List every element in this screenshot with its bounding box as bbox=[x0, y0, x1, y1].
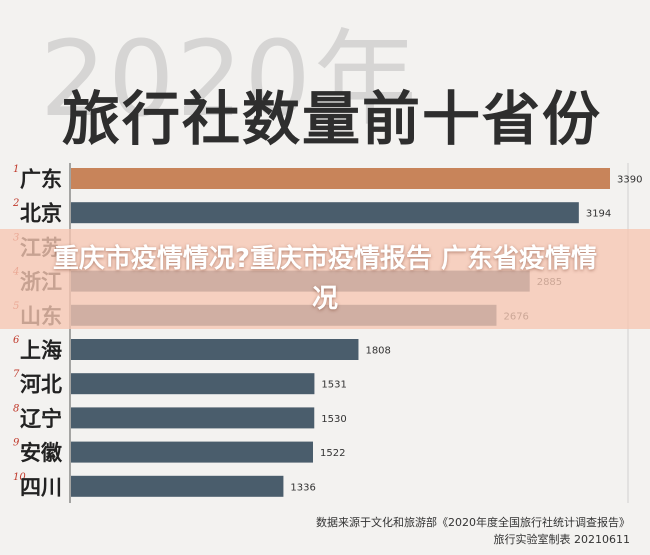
category-label: 辽宁 bbox=[20, 407, 62, 431]
headline-banner: 重庆市疫情情况?重庆市疫情报告 广东省疫情情况 bbox=[0, 229, 650, 329]
rank-number: 9 bbox=[13, 438, 20, 449]
bar-value-label: 1336 bbox=[290, 482, 315, 493]
rank-number: 7 bbox=[13, 369, 20, 380]
bar-value-label: 1522 bbox=[320, 448, 345, 459]
bar-value-label: 3390 bbox=[617, 175, 642, 186]
bar bbox=[71, 475, 284, 497]
year-watermark: 2020年 bbox=[40, 18, 419, 140]
bar bbox=[71, 373, 315, 395]
bar bbox=[71, 407, 315, 429]
bar bbox=[71, 202, 579, 224]
chart-title: 旅行社数量前十省份 bbox=[62, 85, 603, 153]
category-label: 广东 bbox=[20, 168, 62, 192]
rank-number: 10 bbox=[13, 472, 26, 483]
rank-number: 8 bbox=[13, 403, 19, 414]
category-label: 河北 bbox=[20, 373, 62, 397]
chart-credit: 旅行实验室制表 20210611 bbox=[493, 533, 630, 546]
rank-number: 2 bbox=[12, 198, 19, 209]
category-label: 四川 bbox=[20, 475, 62, 499]
category-label: 上海 bbox=[20, 339, 62, 363]
bar bbox=[71, 339, 359, 360]
bar-value-label: 1531 bbox=[321, 380, 346, 391]
data-source-note: 数据来源于文化和旅游部《2020年度全国旅行社统计调查报告》 bbox=[316, 516, 630, 529]
bar-value-label: 1808 bbox=[365, 346, 390, 357]
headline-text: 重庆市疫情情况?重庆市疫情报告 广东省疫情情况 bbox=[52, 244, 598, 314]
category-label: 北京 bbox=[20, 202, 62, 226]
bar-value-label: 3194 bbox=[586, 209, 611, 220]
rank-number: 1 bbox=[13, 164, 19, 175]
rank-number: 6 bbox=[13, 335, 20, 346]
bar bbox=[71, 441, 313, 463]
bar-value-label: 1530 bbox=[321, 414, 346, 425]
bar bbox=[71, 168, 610, 189]
category-label: 安徽 bbox=[20, 441, 63, 465]
